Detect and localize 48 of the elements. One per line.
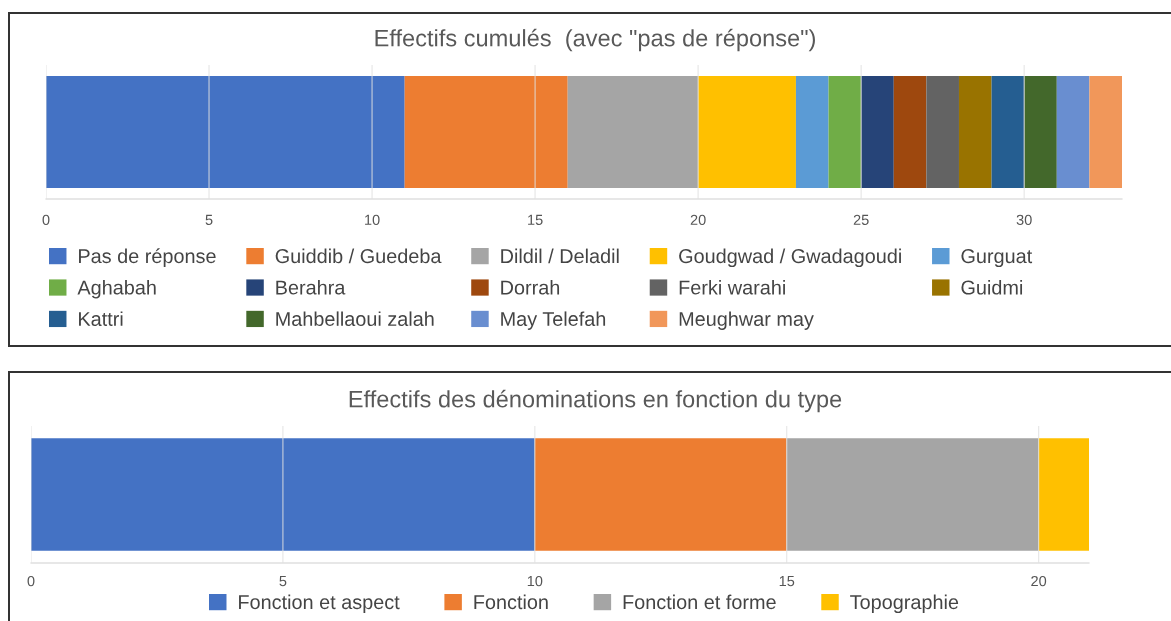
x-tick-label: 30 — [1016, 214, 1032, 225]
x-tick-label: 25 — [853, 214, 869, 225]
x-tick-label: 0 — [27, 575, 35, 587]
bar — [786, 438, 1039, 551]
bar — [404, 75, 568, 189]
x-tick-label: 20 — [1031, 575, 1047, 587]
chart-title: Effectifs des dénominations en fonction du type — [349, 389, 842, 413]
legend-label: Berahra — [276, 279, 346, 295]
x-tick-label: 0 — [42, 214, 50, 225]
bar — [958, 75, 992, 189]
legend-label: Guidmi — [961, 279, 1023, 295]
legend-label: May Telefah — [501, 311, 606, 330]
x-tick-label: 5 — [279, 576, 287, 587]
legend-label: Meughwar may — [679, 311, 814, 330]
bar — [991, 75, 1025, 189]
legend-label: Kattri — [79, 311, 123, 326]
x-tick-label: 10 — [527, 575, 543, 587]
bar — [567, 75, 699, 189]
bar — [861, 75, 894, 189]
bar — [1024, 75, 1057, 189]
legend-label: Fonction et aspect — [239, 594, 400, 614]
x-tick-label: 20 — [690, 214, 706, 225]
bar — [1056, 75, 1090, 189]
bar — [795, 75, 829, 189]
legend-label: Fonction — [474, 594, 548, 610]
bar — [828, 75, 862, 189]
bar — [893, 75, 927, 189]
legend-label: Mahbellaoui zalah — [276, 311, 434, 326]
legend-label: Pas de réponse — [79, 248, 216, 268]
x-tick-label: 5 — [205, 214, 213, 225]
legend-label: Guiddib / Guedeba — [275, 248, 442, 264]
legend-label: Gurguat — [961, 249, 1033, 268]
bar — [1038, 438, 1089, 551]
bar — [698, 75, 796, 189]
legend-label: Ferki warahi — [679, 279, 785, 295]
bar — [926, 75, 959, 189]
legend-label: Goudgwad / Gwadagoudi — [679, 248, 901, 268]
bar — [534, 438, 787, 551]
legend-label: Dorrah — [501, 279, 560, 295]
x-tick-label: 15 — [528, 214, 543, 225]
legend-label: Dildil / Deladil — [501, 248, 619, 264]
legend-label: Aghabah — [77, 279, 156, 299]
x-tick-label: 15 — [779, 576, 795, 587]
bar — [1089, 75, 1122, 189]
x-tick-label: 10 — [365, 214, 380, 225]
legend-label: Topographie — [850, 594, 959, 614]
chart-title: Effectifs cumulés (avec "pas de réponse") — [375, 28, 815, 52]
legend-label: Fonction et forme — [623, 594, 776, 610]
